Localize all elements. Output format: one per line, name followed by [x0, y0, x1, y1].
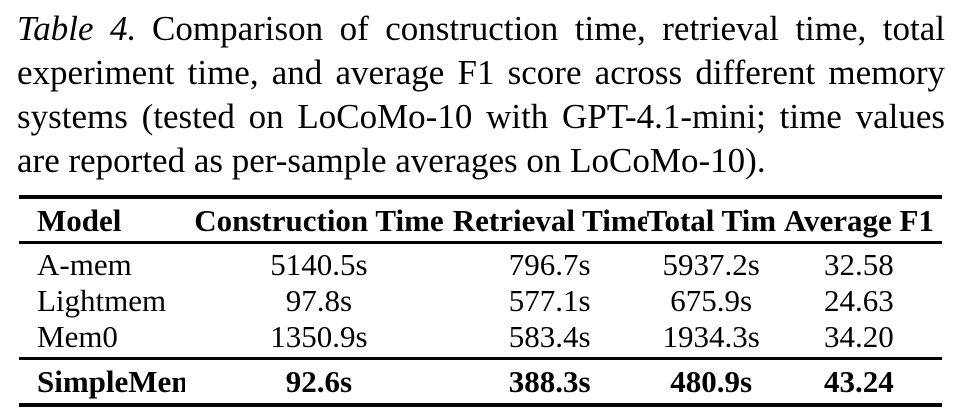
- table-row-lightmem: Lightmem 97.8s 577.1s 675.9s 24.63: [19, 282, 942, 318]
- col-header-total-time: Total Time: [646, 195, 776, 244]
- table-cell-model: SimpleMem: [19, 357, 186, 407]
- table-cell-construction-time: 5140.5s: [270, 247, 368, 282]
- table-row-a-mem: A-mem 5140.5s 796.7s 5937.2s 32.58: [19, 243, 942, 283]
- caption-text: Comparison of construction time, retriev…: [152, 9, 945, 48]
- table-cell-average-f1: 43.24: [775, 357, 942, 407]
- caption-line-4: are reported as per-sample averages on L…: [17, 141, 766, 180]
- table-cell-construction-time: 92.6s: [185, 357, 453, 407]
- table-cell-average-f1: 24.63: [824, 283, 894, 318]
- table-row-simplemem: SimpleMem 92.6s 388.3s 480.9s 43.24: [19, 357, 942, 407]
- table-cell-model: A-mem: [37, 247, 132, 282]
- table-cell-total-time: 5937.2s: [662, 247, 760, 282]
- table-container: Model Construction Time Retrieval Time T…: [19, 195, 942, 407]
- table-cell-total-time: 1934.3s: [662, 319, 760, 354]
- table-cell-total-time: 675.9s: [670, 283, 753, 318]
- table-row-mem0: Mem0 1350.9s 583.4s 1934.3s 34.20: [19, 318, 942, 359]
- table-cell-retrieval-time: 388.3s: [452, 357, 647, 407]
- table-cell-total-time: 480.9s: [646, 357, 776, 407]
- caption-label: Table 4.: [17, 9, 137, 48]
- table-cell-retrieval-time: 577.1s: [508, 283, 591, 318]
- table-caption: Table 4. Comparison of construction time,…: [17, 7, 945, 183]
- table-header-row: Model Construction Time Retrieval Time T…: [19, 195, 942, 244]
- table-cell-construction-time: 1350.9s: [270, 319, 368, 354]
- table-cell-model: Mem0: [37, 319, 118, 354]
- col-header-model: Model: [19, 195, 186, 244]
- col-header-construction-time: Construction Time: [185, 195, 453, 244]
- caption-line-2: experiment time, and average F1 score ac…: [17, 53, 945, 92]
- table-cell-retrieval-time: 796.7s: [508, 247, 591, 282]
- table-cell-average-f1: 34.20: [824, 319, 894, 354]
- col-header-average-f1: Average F1: [775, 195, 942, 244]
- table-cell-retrieval-time: 583.4s: [508, 319, 591, 354]
- table-cell-construction-time: 97.8s: [285, 283, 353, 318]
- caption-line-3: systems (tested on LoCoMo-10 with GPT-4.…: [17, 97, 945, 136]
- table-cell-model: Lightmem: [37, 283, 167, 318]
- col-header-retrieval-time: Retrieval Time: [452, 195, 647, 244]
- table-cell-average-f1: 32.58: [824, 247, 894, 282]
- caption-line-1: Table 4. Comparison of construction time,…: [17, 7, 945, 51]
- comparison-table: Model Construction Time Retrieval Time T…: [19, 195, 942, 407]
